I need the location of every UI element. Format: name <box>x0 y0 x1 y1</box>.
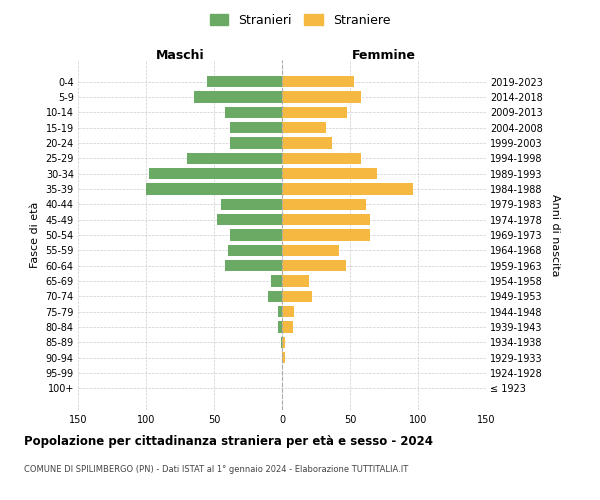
Bar <box>194 91 282 102</box>
Bar <box>282 260 346 272</box>
Bar <box>282 229 370 241</box>
Bar <box>282 183 413 194</box>
Bar <box>217 214 282 226</box>
Bar <box>282 152 361 164</box>
Text: Maschi: Maschi <box>155 48 205 62</box>
Text: COMUNE DI SPILIMBERGO (PN) - Dati ISTAT al 1° gennaio 2024 - Elaborazione TUTTIT: COMUNE DI SPILIMBERGO (PN) - Dati ISTAT … <box>24 465 408 474</box>
Bar <box>225 106 282 118</box>
Bar <box>268 290 282 302</box>
Bar <box>281 336 282 348</box>
Legend: Stranieri, Straniere: Stranieri, Straniere <box>207 11 393 29</box>
Bar <box>282 76 354 88</box>
Y-axis label: Anni di nascita: Anni di nascita <box>550 194 560 276</box>
Text: Popolazione per cittadinanza straniera per età e sesso - 2024: Popolazione per cittadinanza straniera p… <box>24 435 433 448</box>
Bar <box>149 168 282 179</box>
Bar <box>207 76 282 88</box>
Bar <box>282 168 377 179</box>
Bar <box>230 122 282 134</box>
Bar <box>230 229 282 241</box>
Bar <box>225 260 282 272</box>
Bar <box>282 106 347 118</box>
Y-axis label: Fasce di età: Fasce di età <box>30 202 40 268</box>
Bar <box>146 183 282 194</box>
Bar <box>271 276 282 287</box>
Bar <box>282 276 309 287</box>
Bar <box>282 137 332 148</box>
Bar <box>282 306 294 318</box>
Bar <box>282 91 361 102</box>
Bar <box>278 306 282 318</box>
Bar <box>230 137 282 148</box>
Text: Femmine: Femmine <box>352 48 416 62</box>
Bar <box>282 322 293 333</box>
Bar <box>282 198 367 210</box>
Bar <box>282 336 285 348</box>
Bar <box>278 322 282 333</box>
Bar <box>282 352 285 364</box>
Bar <box>221 198 282 210</box>
Bar <box>187 152 282 164</box>
Bar <box>282 122 326 134</box>
Bar <box>227 244 282 256</box>
Bar <box>282 290 312 302</box>
Bar <box>282 244 339 256</box>
Bar <box>282 214 370 226</box>
